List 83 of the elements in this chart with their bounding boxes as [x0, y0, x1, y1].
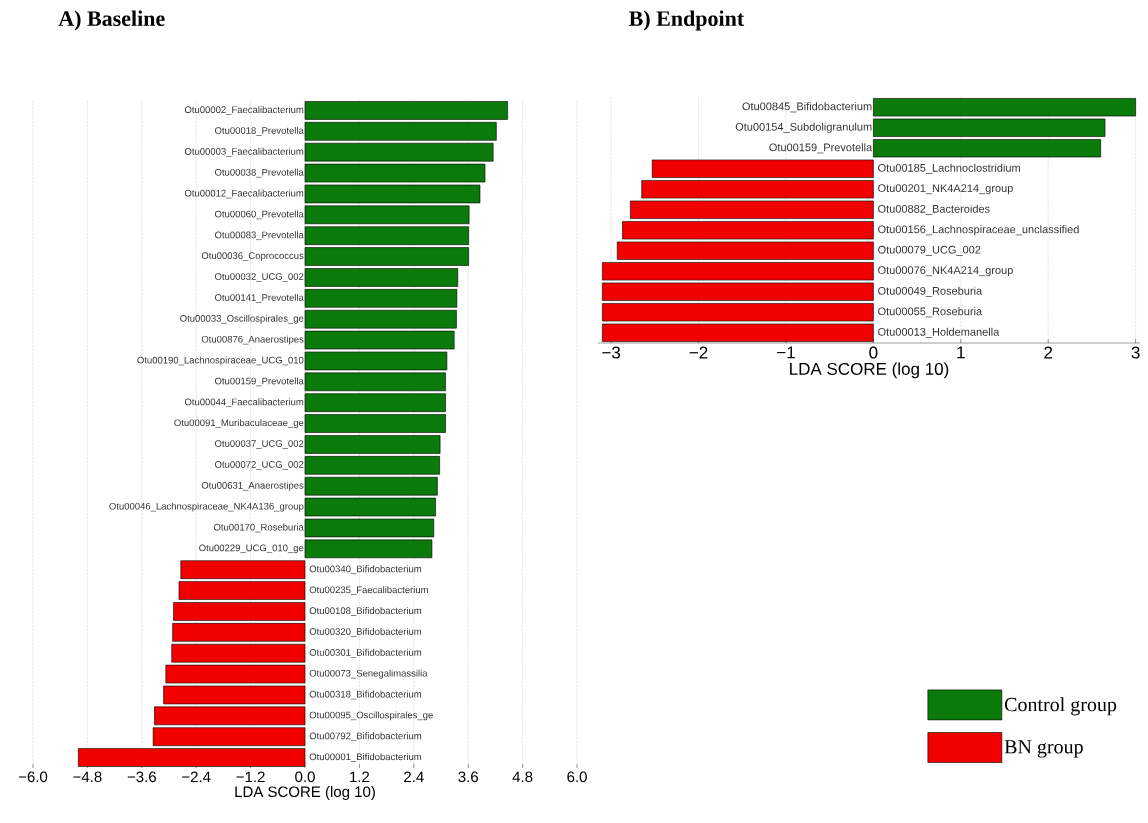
y-tick-label: Otu00083_Prevotella: [215, 231, 304, 241]
y-tick-label: Otu00033_Oscillospirales_ge: [180, 314, 304, 324]
y-tick-label: Otu00038_Prevotella: [215, 168, 304, 178]
y-tick-label: Otu00235_Faecalibacterium: [309, 586, 428, 595]
bar: [304, 268, 459, 287]
y-tick-label: Otu00318_Bifidobacterium: [309, 690, 422, 700]
bar: [172, 623, 306, 642]
legend-label: Control group: [1004, 697, 1117, 716]
bar: [304, 414, 446, 433]
legend-label: BN group: [1004, 740, 1083, 758]
y-tick-label: Otu00154_Subdoligranulum: [735, 122, 872, 133]
bar: [304, 101, 508, 120]
x-tick-label: 3: [1131, 346, 1140, 359]
y-tick-label: Otu00845_Bifidobacterium: [742, 102, 872, 113]
y-tick-label: Otu00170_Roseburia: [213, 523, 304, 533]
x-axis-title: LDA SCORE (log 10): [235, 786, 375, 800]
x-tick-label: 0: [869, 346, 878, 359]
x-tick-label: 3.6: [458, 771, 478, 783]
bar: [173, 602, 306, 621]
y-tick-label: Otu00156_Lachnospiraceae_unclassified: [878, 225, 1079, 236]
y-tick-label: Otu00002_Faecalibacterium: [184, 106, 304, 115]
y-tick-label: Otu00095_Oscillospirales_ge: [309, 711, 433, 721]
bar: [178, 581, 306, 600]
y-tick-label: Otu00060_Prevotella: [215, 210, 304, 220]
x-tick-label: −1.2: [236, 771, 265, 783]
x-tick-label: 0.0: [295, 771, 315, 783]
y-tick-label: Otu00036_Coprococcus: [201, 252, 304, 261]
y-tick-label: Otu00229_UCG_010_ge: [199, 544, 304, 554]
bar: [304, 289, 458, 308]
y-tick-label: Otu00003_Faecalibacterium: [184, 147, 304, 157]
y-tick-label: Otu00190_Lachnospiraceae_UCG_010: [137, 356, 304, 366]
x-tick-label: −6.0: [18, 771, 48, 783]
y-tick-label: Otu00108_Bifidobacterium: [309, 607, 422, 616]
x-tick-label: 1: [957, 346, 965, 359]
x-tick-label: 2: [1044, 346, 1053, 359]
y-tick-label: Otu00631_Anaerostipes: [201, 481, 304, 491]
y-tick-label: Otu00055_Roseburia: [878, 307, 983, 318]
y-tick-label: Otu00141_Prevotella: [215, 293, 304, 303]
y-tick-label: Otu00320_Bifidobacterium: [309, 627, 422, 637]
y-tick-label: Otu00001_Bifidobacterium: [309, 753, 422, 762]
y-tick-label: Otu00013_Holdemanella: [878, 327, 1000, 338]
bar: [180, 560, 306, 579]
x-tick-label: −2.4: [182, 771, 211, 783]
x-tick-label: 2.4: [404, 771, 424, 783]
y-tick-label: Otu00882_Bacteroides: [878, 204, 990, 215]
bar: [304, 122, 497, 141]
chart-title: A) Baseline: [58, 10, 165, 31]
y-tick-label: Otu00018_Prevotella: [215, 126, 304, 136]
y-tick-label: Otu00076_NK4A214_group: [878, 266, 1013, 277]
x-tick-label: 4.8: [512, 771, 533, 783]
y-tick-label: Otu00792_Bifidobacterium: [309, 732, 422, 742]
x-tick-label: −4.8: [73, 771, 102, 783]
bar: [304, 393, 446, 412]
bar: [304, 435, 441, 454]
y-tick-label: Otu00091_Muribaculaceae_ge: [174, 419, 304, 428]
y-tick-label: Otu00159_Prevotella: [215, 377, 304, 387]
y-tick-label: Otu00049_Roseburia: [878, 286, 983, 297]
bar: [304, 247, 469, 266]
y-tick-label: Otu00201_NK4A214_group: [878, 184, 1013, 195]
y-tick-label: Otu00046_Lachnospiraceae_NK4A136_group: [109, 502, 304, 512]
chart-title: B) Endpoint: [629, 10, 745, 31]
y-tick-label: Otu00159_Prevotella: [769, 143, 873, 154]
x-tick-label: 6.0: [567, 771, 587, 783]
y-tick-label: Otu00340_Bifidobacterium: [309, 565, 422, 575]
y-tick-label: Otu00037_UCG_002: [215, 440, 304, 449]
x-axis-title: LDA SCORE (log 10): [790, 362, 949, 379]
y-tick-label: Otu00079_UCG_002: [878, 245, 981, 256]
x-tick-label: −3: [602, 346, 621, 359]
x-tick-label: −3.6: [127, 771, 156, 783]
x-tick-label: 1.2: [350, 771, 370, 783]
y-tick-label: Otu00301_Bifidobacterium: [309, 648, 422, 658]
y-tick-label: Otu00032_UCG_002: [215, 273, 304, 282]
y-tick-label: Otu00072_UCG_002: [215, 461, 304, 470]
bar: [304, 226, 469, 245]
x-tick-label: −1: [777, 346, 795, 359]
bar: [152, 727, 306, 746]
y-tick-label: Otu00012_Faecalibacterium: [184, 189, 304, 199]
y-tick-label: Otu00876_Anaerostipes: [201, 335, 304, 345]
bar: [304, 456, 440, 475]
x-tick-label: −2: [689, 346, 708, 359]
y-tick-label: Otu00185_Lachnoclostridium: [878, 163, 1020, 174]
y-tick-label: Otu00044_Faecalibacterium: [184, 398, 304, 408]
y-tick-label: Otu00073_Senegalimassilia: [309, 669, 428, 679]
